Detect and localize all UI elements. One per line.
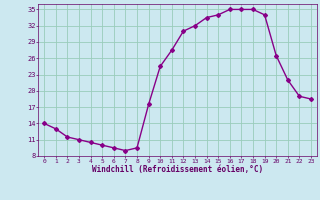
X-axis label: Windchill (Refroidissement éolien,°C): Windchill (Refroidissement éolien,°C) — [92, 165, 263, 174]
